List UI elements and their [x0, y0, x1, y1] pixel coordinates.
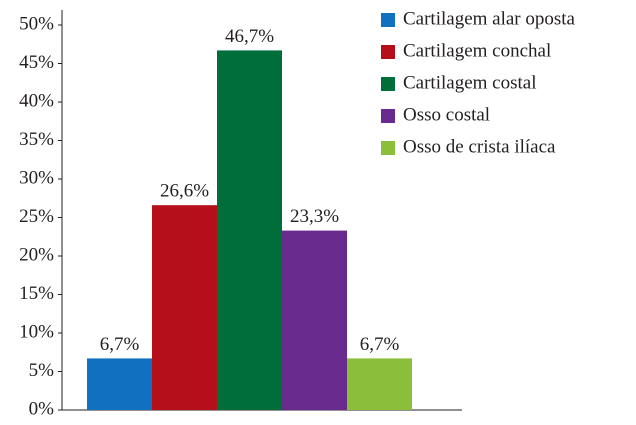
y-tick-label: 45%	[19, 52, 54, 73]
data-label: 6,7%	[360, 334, 400, 355]
bar	[217, 50, 282, 410]
legend-label: Cartilagem alar oposta	[403, 8, 576, 29]
y-tick-label: 5%	[29, 360, 55, 381]
data-label: 23,3%	[290, 206, 339, 227]
y-tick-label: 25%	[19, 206, 54, 227]
legend-swatch	[381, 141, 395, 155]
legend-label: Cartilagem conchal	[403, 40, 551, 61]
legend-swatch	[381, 77, 395, 91]
data-label: 6,7%	[100, 334, 140, 355]
data-label: 26,6%	[160, 181, 209, 202]
legend-label: Osso de crista ilíaca	[403, 136, 556, 157]
y-tick-label: 0%	[29, 398, 55, 419]
y-tick-label: 40%	[19, 90, 54, 111]
legend-swatch	[381, 109, 395, 123]
y-tick-label: 30%	[19, 167, 54, 188]
y-tick-label: 35%	[19, 129, 54, 150]
y-tick-label: 10%	[19, 321, 54, 342]
data-label: 46,7%	[225, 26, 274, 47]
y-tick-label: 15%	[19, 283, 54, 304]
bar	[152, 205, 217, 410]
bar	[87, 358, 152, 410]
y-tick-label: 50%	[19, 13, 54, 34]
bar	[347, 358, 412, 410]
legend-swatch	[381, 45, 395, 59]
bar	[282, 230, 347, 410]
legend-swatch	[381, 13, 395, 27]
y-tick-label: 20%	[19, 244, 54, 265]
legend-label: Cartilagem costal	[403, 72, 536, 93]
legend-label: Osso costal	[403, 104, 490, 125]
